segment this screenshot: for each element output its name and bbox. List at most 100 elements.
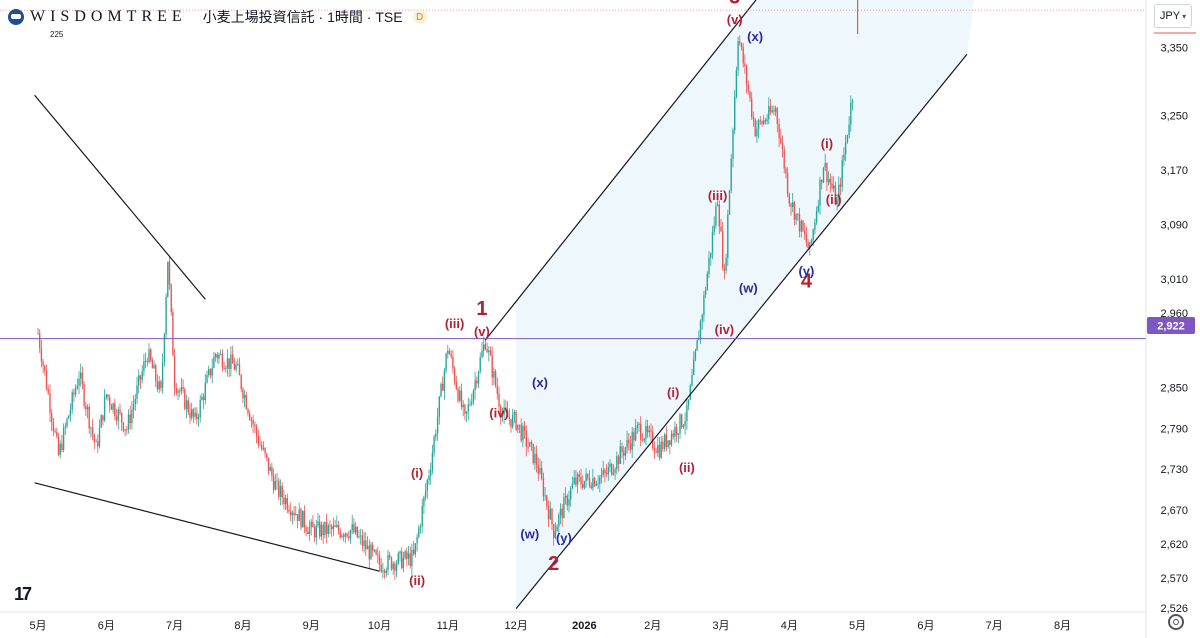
candle	[711, 225, 714, 260]
wave-label-minor: (w)	[520, 527, 539, 542]
price-axis[interactable]: 3,350 3,250 3,170 3,090 3,010 2,960 2,850 2,790…	[1160, 43, 1188, 615]
candle	[571, 476, 574, 490]
candle	[180, 378, 183, 395]
candle	[380, 558, 382, 574]
candle	[752, 111, 755, 127]
candle	[708, 251, 710, 279]
candle	[465, 410, 468, 423]
candle	[114, 398, 116, 420]
candle	[40, 339, 43, 368]
candle	[595, 480, 598, 487]
channel-lower-line[interactable]	[515, 54, 968, 609]
candle	[826, 162, 828, 192]
candle	[433, 434, 435, 457]
candle	[414, 543, 417, 558]
candle	[512, 408, 514, 429]
candle	[223, 361, 225, 370]
candle	[134, 394, 136, 411]
time-tick-label: 2026	[572, 620, 596, 632]
candle	[641, 433, 644, 442]
time-tick-label: 5月	[849, 620, 866, 632]
candle	[547, 500, 550, 528]
candle	[322, 521, 324, 544]
candle	[660, 435, 662, 460]
candle	[76, 378, 78, 390]
price-tick-label: 2,730	[1160, 464, 1188, 476]
candle	[841, 155, 843, 192]
candle	[249, 410, 251, 421]
candle	[71, 389, 73, 414]
candle	[727, 209, 729, 267]
candle	[744, 54, 746, 74]
wave-label-minor: (i)	[411, 465, 423, 480]
candle	[377, 546, 379, 564]
candle	[655, 448, 657, 454]
candle	[298, 502, 300, 522]
candle	[462, 400, 464, 417]
candle	[848, 116, 850, 139]
candle	[844, 135, 847, 162]
candle	[459, 386, 461, 403]
wave-label-minor: (y)	[798, 263, 814, 278]
gear-icon[interactable]	[1168, 614, 1184, 630]
candle	[804, 222, 806, 240]
candle	[771, 105, 773, 114]
wave-label-major: 1	[476, 298, 487, 320]
candle	[725, 253, 727, 274]
candle	[98, 419, 101, 449]
candle	[484, 338, 487, 351]
candle	[780, 128, 782, 145]
candle	[515, 409, 517, 432]
candle	[365, 532, 367, 557]
candle	[197, 413, 200, 427]
time-tick-label: 8月	[1054, 620, 1071, 632]
candle	[600, 467, 603, 484]
candle	[696, 339, 698, 351]
candle	[421, 498, 423, 534]
candle	[672, 429, 674, 440]
candle	[718, 200, 720, 235]
candle	[500, 404, 502, 425]
trend-lines[interactable]	[34, 0, 968, 609]
candle	[93, 433, 95, 450]
candle	[481, 341, 483, 359]
candle	[735, 66, 738, 99]
upper-wedge-line[interactable]	[34, 94, 206, 300]
candle	[382, 562, 384, 579]
candle	[339, 527, 341, 540]
candle	[42, 358, 44, 373]
channel-upper-line[interactable]	[484, 0, 772, 341]
candle	[836, 194, 838, 211]
candle	[831, 175, 833, 191]
candle	[476, 376, 478, 389]
candle	[373, 549, 376, 553]
candle	[506, 401, 509, 418]
candle	[68, 414, 70, 420]
candle	[302, 510, 304, 528]
time-axis[interactable]: 5月 6月 7月 8月 9月 10月 11月 12月 2026 2月 3月 4月 5月 6月 7月 8月	[29, 620, 1071, 632]
candle	[723, 263, 726, 280]
candle	[235, 361, 237, 373]
candle	[838, 176, 840, 205]
candle	[756, 120, 758, 143]
data-badge[interactable]: D	[412, 10, 427, 24]
candle	[703, 291, 705, 323]
candle	[551, 507, 553, 530]
currency-selector[interactable]: JPY ▾	[1154, 4, 1192, 28]
candle	[631, 427, 633, 458]
candle	[341, 533, 343, 539]
candle	[74, 384, 77, 397]
candle	[160, 379, 162, 392]
candle	[293, 505, 295, 521]
wave-label-minor: (x)	[532, 375, 548, 390]
candle	[513, 409, 516, 424]
candle	[278, 477, 280, 501]
tradingview-logo-icon[interactable]: 17	[14, 584, 32, 604]
symbol-title[interactable]: 小麦上場投資信託 · 1時間 · TSE	[202, 9, 403, 25]
candle	[64, 422, 66, 436]
lower-wedge-line[interactable]	[34, 482, 380, 572]
wave-label-minor: (iv)	[715, 322, 735, 337]
candle	[546, 494, 548, 510]
